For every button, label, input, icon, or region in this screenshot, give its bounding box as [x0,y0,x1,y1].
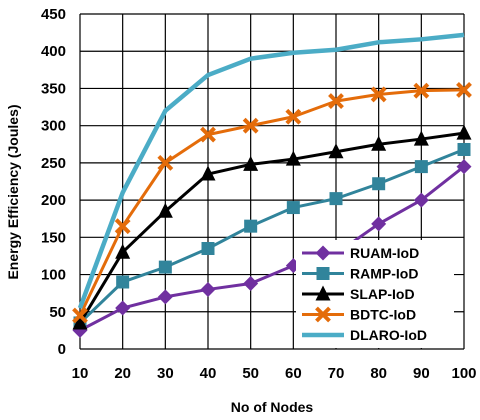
legend-marker [315,285,331,301]
data-point [243,275,259,291]
data-point [200,281,216,297]
data-point [371,135,387,151]
data-point [413,130,429,146]
legend-entry: DLARO-IoD [302,327,427,343]
legend-label: RAMP-IoD [350,266,418,282]
legend-label: DLARO-IoD [350,327,427,343]
data-point [244,219,258,233]
data-point [200,126,216,143]
data-point [328,143,344,159]
y-tick-label: 200 [41,192,66,209]
series-line [78,148,465,325]
series-BDTC-IoD [72,82,472,324]
data-point [413,192,429,208]
x-tick-label: 30 [157,365,174,382]
x-tick-label: 50 [242,365,259,382]
y-axis-title: Energy Efficiency (Joules) [5,104,21,279]
data-point [370,86,387,103]
legend: RUAM-IoD RAMP-IoD SLAP-IoD BDTC-IoD DLARO-Io… [296,240,454,348]
y-tick-label: 100 [41,267,66,284]
series-line [78,131,465,324]
x-tick-label: 20 [114,365,131,382]
series-layer [72,32,472,338]
data-point [200,165,216,181]
x-tick-label: 40 [200,365,217,382]
y-tick-label: 150 [41,229,66,246]
legend-marker [315,306,331,323]
series-line [78,88,465,317]
legend-entry: RAMP-IoD [302,266,418,282]
x-tick-label: 90 [413,365,430,382]
data-point [328,93,344,110]
y-tick-label: 0 [58,341,66,358]
series-DLARO-IoD [77,32,465,309]
y-tick-label: 400 [41,43,66,60]
y-tick-label: 300 [41,118,66,135]
x-tick-label: 60 [285,365,302,382]
data-point [456,159,472,175]
data-point [201,242,215,255]
series-SLAP-IoD [72,124,472,330]
tick-labels: 0 50 100 150 200 250 300 350 400 450 10 20 30 40 50 60 7… [41,6,477,382]
data-point [115,300,131,316]
x-axis-title: No of Nodes [231,399,314,415]
data-point [158,260,172,274]
data-point [285,150,301,166]
y-tick-label: 350 [41,80,66,97]
y-tick-label: 50 [49,304,66,321]
data-point [456,124,472,140]
data-point [114,218,131,235]
legend-label: BDTC-IoD [350,307,416,323]
data-point [372,177,386,191]
y-tick-label: 250 [41,155,66,172]
data-point [329,192,343,206]
legend-label: RUAM-IoD [350,245,419,261]
data-point [371,216,387,232]
x-tick-label: 70 [328,365,345,382]
legend-entry: RUAM-IoD [302,245,419,261]
x-tick-label: 100 [451,365,476,382]
x-tick-label: 10 [72,365,89,382]
data-point [285,108,302,125]
data-point [116,275,130,289]
series-line [77,32,465,309]
legend-entry: SLAP-IoD [302,285,415,302]
legend-label: SLAP-IoD [350,286,415,302]
legend-marker [315,245,331,261]
series-line [79,165,465,332]
data-point [456,82,472,98]
data-point [72,314,88,330]
y-tick-label: 450 [41,6,66,23]
data-point [414,160,428,174]
legend-entry: BDTC-IoD [302,307,416,323]
legend-marker [316,267,330,280]
data-point [72,307,88,324]
data-point [115,243,131,259]
data-point [157,154,174,171]
data-point [157,202,173,218]
data-point [242,117,259,134]
data-point [413,82,430,99]
x-tick-label: 80 [370,365,387,382]
data-point [457,142,471,156]
data-point [286,201,300,215]
data-point [157,289,173,305]
data-point [243,155,259,171]
